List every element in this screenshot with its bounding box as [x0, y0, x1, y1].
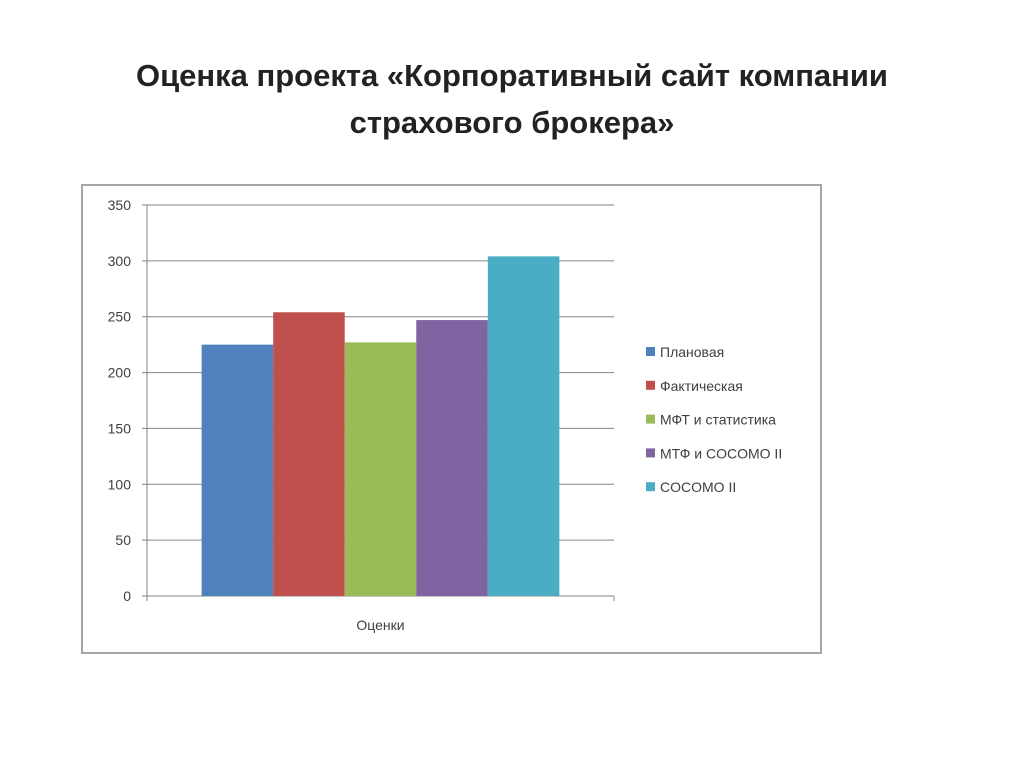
y-tick-label: 150	[108, 420, 132, 436]
y-tick-label: 50	[115, 532, 131, 548]
y-tick-label: 350	[108, 197, 132, 213]
y-tick-labels: 0 50 100 150 200 250 300 350	[108, 197, 132, 604]
legend-label-1: Плановая	[660, 344, 724, 360]
legend-label-2: Фактическая	[660, 378, 743, 394]
legend-swatch-2	[646, 380, 655, 390]
bar-3	[344, 342, 417, 596]
slide-title-line-2: страхового брокера»	[349, 105, 675, 140]
y-tick-label: 250	[108, 309, 132, 325]
bars	[201, 256, 560, 596]
bar-4	[416, 320, 488, 596]
legend: Плановая Фактическая МФТ и статистика МТФ и…	[646, 344, 782, 495]
legend-label-3: МФТ и статистика	[660, 412, 776, 428]
y-tick-label: 100	[108, 476, 132, 492]
slide-title-line-1: Оценка проекта «Корпоративный сайт компа…	[135, 58, 888, 93]
legend-swatch-1	[646, 347, 655, 356]
legend-label-5: COCOMO II	[660, 479, 736, 495]
legend-label-4: МТФ и COCOMO II	[660, 445, 782, 461]
slide-title: Оценка проекта «Корпоративный сайт компа…	[40, 52, 984, 146]
y-tick-label: 0	[123, 588, 131, 604]
bar-1	[201, 344, 274, 596]
bar-5	[487, 256, 560, 596]
y-tick-label: 300	[108, 253, 132, 269]
legend-swatch-5	[646, 482, 655, 492]
legend-swatch-4	[646, 448, 655, 458]
bar-2	[273, 312, 345, 596]
x-category-label: Оценки	[356, 617, 404, 633]
y-tick-label: 200	[108, 365, 132, 381]
legend-swatch-3	[646, 414, 655, 424]
x-category-labels: Оценки	[356, 617, 404, 633]
